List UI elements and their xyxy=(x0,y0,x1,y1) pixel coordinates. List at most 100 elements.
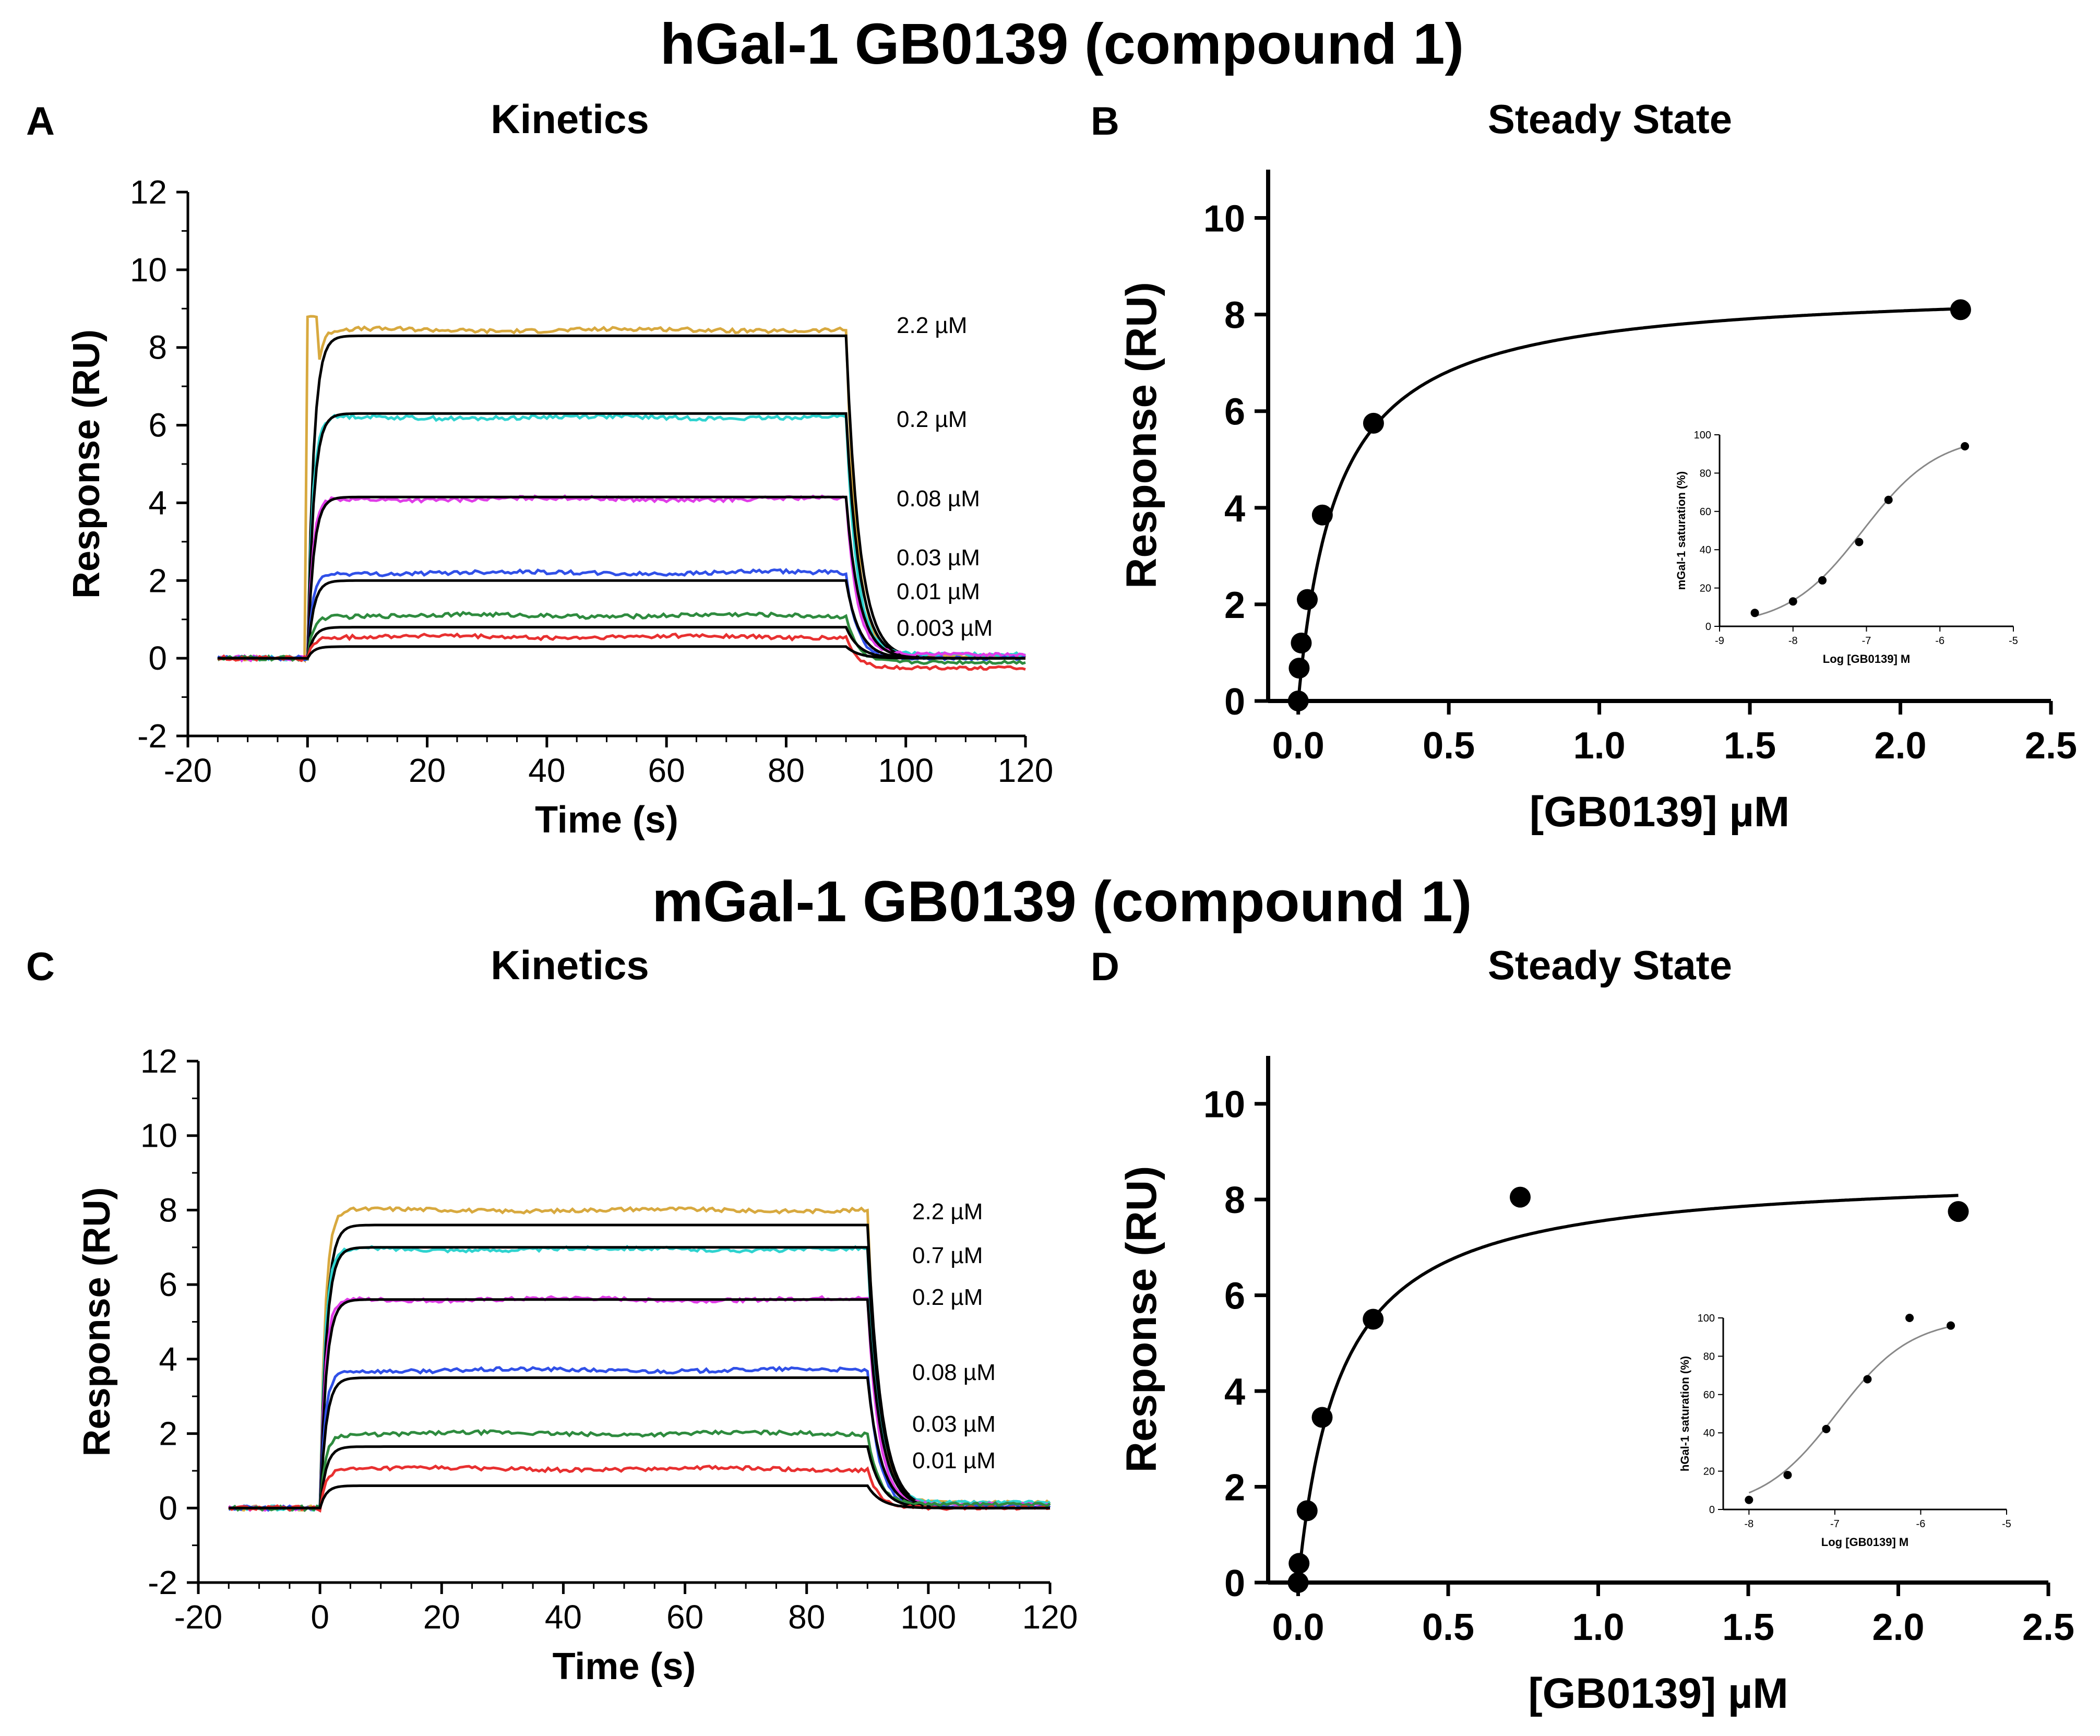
concentration-label: 0.7 µM xyxy=(912,1243,983,1268)
concentration-label: 0.2 µM xyxy=(897,407,967,432)
y-tick-label: 10 xyxy=(140,1117,177,1155)
y-tick-label: 6 xyxy=(148,407,167,444)
data-point xyxy=(1288,1553,1310,1574)
x-tick-label: 0.5 xyxy=(1422,1607,1474,1648)
binding-fit-curve xyxy=(1296,307,1961,701)
sensorgram-0.08M xyxy=(228,1365,1051,1512)
inset-data-point xyxy=(1788,597,1797,606)
inset-y-tick-label: 20 xyxy=(1700,583,1711,594)
concentration-label: 2.2 µM xyxy=(912,1199,983,1224)
y-tick-label: 2 xyxy=(148,562,167,599)
y-tick-label: 8 xyxy=(1224,295,1245,337)
panel-d-title: Steady State xyxy=(1488,942,1732,988)
inset-y-tick-label: 0 xyxy=(1709,1504,1715,1516)
inset-x-tick-label: -5 xyxy=(2009,635,2018,647)
inset-x-tick-label: -6 xyxy=(1935,635,1944,647)
inset-data-point xyxy=(1783,1470,1792,1479)
sensorgram-0.01M xyxy=(217,611,1026,665)
inset-x-tick-label: -6 xyxy=(1916,1518,1926,1530)
x-tick-label: 1.0 xyxy=(1572,1607,1624,1648)
concentration-label: 2.2 µM xyxy=(897,313,967,338)
x-tick-label: -20 xyxy=(164,752,212,789)
x-tick-label: 0.0 xyxy=(1272,725,1325,767)
inset-y-tick-label: 40 xyxy=(1700,544,1711,556)
inset-x-axis-title: Log [GB0139] M xyxy=(1821,1536,1908,1549)
panel-b-title: Steady State xyxy=(1488,96,1732,142)
y-tick-label: 0 xyxy=(1224,1563,1245,1604)
inset-data-point xyxy=(1947,1321,1955,1330)
panel-label-a: A xyxy=(26,99,55,144)
concentration-label: 0.03 µM xyxy=(912,1411,996,1437)
fit-curve xyxy=(218,412,1025,660)
x-tick-label: 120 xyxy=(1022,1598,1078,1636)
y-tick-label: 10 xyxy=(130,251,167,289)
fit-curve xyxy=(218,334,1025,660)
x-tick-label: 80 xyxy=(788,1598,825,1636)
x-tick-label: 20 xyxy=(409,752,446,789)
panel-label-c: C xyxy=(26,945,55,989)
inset-y-tick-label: 0 xyxy=(1705,621,1711,633)
inset-y-tick-label: 100 xyxy=(1698,1313,1715,1324)
data-point xyxy=(1288,658,1310,679)
y-tick-label: 2 xyxy=(159,1415,177,1453)
y-tick-label: 6 xyxy=(1224,391,1245,433)
panel-label-d: D xyxy=(1091,945,1119,989)
data-point xyxy=(1287,691,1309,711)
x-tick-label: 0 xyxy=(298,752,317,789)
data-point xyxy=(1950,299,1971,320)
steady-state-chart-b: 0 2 4 6 8 10 0.0 0.5 1.0 1.5 2.0 2.5 [GB0139] µM Resp… xyxy=(1118,170,2077,836)
inset-data-point xyxy=(1905,1314,1914,1322)
y-tick-label: 2 xyxy=(1224,585,1245,626)
fit-curve xyxy=(218,495,1025,660)
y-tick-label: 4 xyxy=(1224,488,1245,530)
y-tick-label: 12 xyxy=(140,1042,177,1080)
y-tick-label: 8 xyxy=(1224,1180,1245,1221)
inset-data-point xyxy=(1884,495,1893,504)
fit-curve xyxy=(229,1246,1050,1509)
y-tick-label: 2 xyxy=(1224,1467,1245,1509)
concentration-label: 0.2 µM xyxy=(912,1285,983,1310)
inset-x-tick-label: -8 xyxy=(1744,1518,1753,1530)
steady-state-chart-d: 0 2 4 6 8 10 0.0 0.5 1.0 1.5 2.0 2.5 [GB0139] µM Resp… xyxy=(1118,1056,2074,1717)
x-tick-label: 100 xyxy=(900,1598,956,1636)
inset-data-point xyxy=(1818,576,1827,585)
concentration-label: 0.08 µM xyxy=(897,486,980,512)
y-axis-title: Response (RU) xyxy=(66,329,108,599)
x-tick-label: -20 xyxy=(174,1598,223,1636)
panel-c-title: Kinetics xyxy=(491,942,649,988)
inset-data-point xyxy=(1745,1495,1753,1504)
inset-data-point xyxy=(1863,1375,1872,1384)
sensorgram-0.03M xyxy=(228,1429,1051,1513)
x-tick-label: 100 xyxy=(878,752,934,789)
x-tick-label: 0.0 xyxy=(1272,1607,1324,1648)
y-tick-label: -2 xyxy=(148,1564,177,1601)
inset-x-tick-label: -5 xyxy=(2002,1518,2011,1530)
x-tick-label: 2.5 xyxy=(2025,725,2077,767)
inset-x-tick-label: -7 xyxy=(1862,635,1871,647)
fit-curve xyxy=(218,579,1025,660)
inset-data-point xyxy=(1855,538,1864,546)
sensorgram-0.2M xyxy=(228,1295,1051,1512)
inset-x-axis-title: Log [GB0139] M xyxy=(1823,652,1910,665)
y-tick-label: 0 xyxy=(1224,681,1245,723)
y-tick-label: 4 xyxy=(148,484,167,521)
inset-fit-curve xyxy=(1755,446,1965,617)
inset-y-tick-label: 80 xyxy=(1700,468,1711,479)
y-tick-label: 10 xyxy=(1203,1084,1245,1126)
x-tick-label: 40 xyxy=(545,1598,582,1636)
sensorgram-0.003M xyxy=(218,632,1026,671)
inset-fit-curve xyxy=(1748,1326,1950,1494)
x-axis-title: Time (s) xyxy=(535,799,678,841)
data-point xyxy=(1363,1309,1384,1330)
inset-data-point xyxy=(1961,442,1970,451)
y-tick-label: 10 xyxy=(1203,198,1245,240)
x-axis-title: [GB0139] µM xyxy=(1528,1670,1788,1717)
concentration-label: 0.08 µM xyxy=(912,1360,996,1385)
x-tick-label: 120 xyxy=(998,752,1054,789)
fit-curve xyxy=(229,1376,1050,1509)
concentration-label: 0.03 µM xyxy=(897,545,980,570)
x-tick-label: 40 xyxy=(528,752,565,789)
